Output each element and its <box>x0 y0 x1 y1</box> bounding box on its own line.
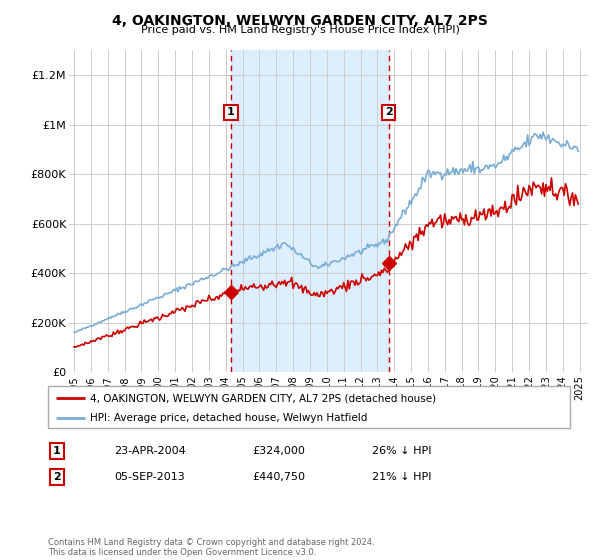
Text: 23-APR-2004: 23-APR-2004 <box>114 446 186 456</box>
Bar <box>231 50 389 372</box>
Text: 05-SEP-2013: 05-SEP-2013 <box>114 472 185 482</box>
Text: £324,000: £324,000 <box>252 446 305 456</box>
Text: Price paid vs. HM Land Registry's House Price Index (HPI): Price paid vs. HM Land Registry's House … <box>140 25 460 35</box>
Text: Contains HM Land Registry data © Crown copyright and database right 2024.
This d: Contains HM Land Registry data © Crown c… <box>48 538 374 557</box>
Text: HPI: Average price, detached house, Welwyn Hatfield: HPI: Average price, detached house, Welw… <box>90 413 367 423</box>
Text: 4, OAKINGTON, WELWYN GARDEN CITY, AL7 2PS (detached house): 4, OAKINGTON, WELWYN GARDEN CITY, AL7 2P… <box>90 393 436 403</box>
Text: 1: 1 <box>227 108 235 118</box>
Text: 2: 2 <box>53 472 61 482</box>
Text: 1: 1 <box>53 446 61 456</box>
Text: 21% ↓ HPI: 21% ↓ HPI <box>372 472 431 482</box>
FancyBboxPatch shape <box>48 386 570 428</box>
Text: 26% ↓ HPI: 26% ↓ HPI <box>372 446 431 456</box>
Text: 2: 2 <box>385 108 393 118</box>
Text: 4, OAKINGTON, WELWYN GARDEN CITY, AL7 2PS: 4, OAKINGTON, WELWYN GARDEN CITY, AL7 2P… <box>112 14 488 28</box>
Text: £440,750: £440,750 <box>252 472 305 482</box>
